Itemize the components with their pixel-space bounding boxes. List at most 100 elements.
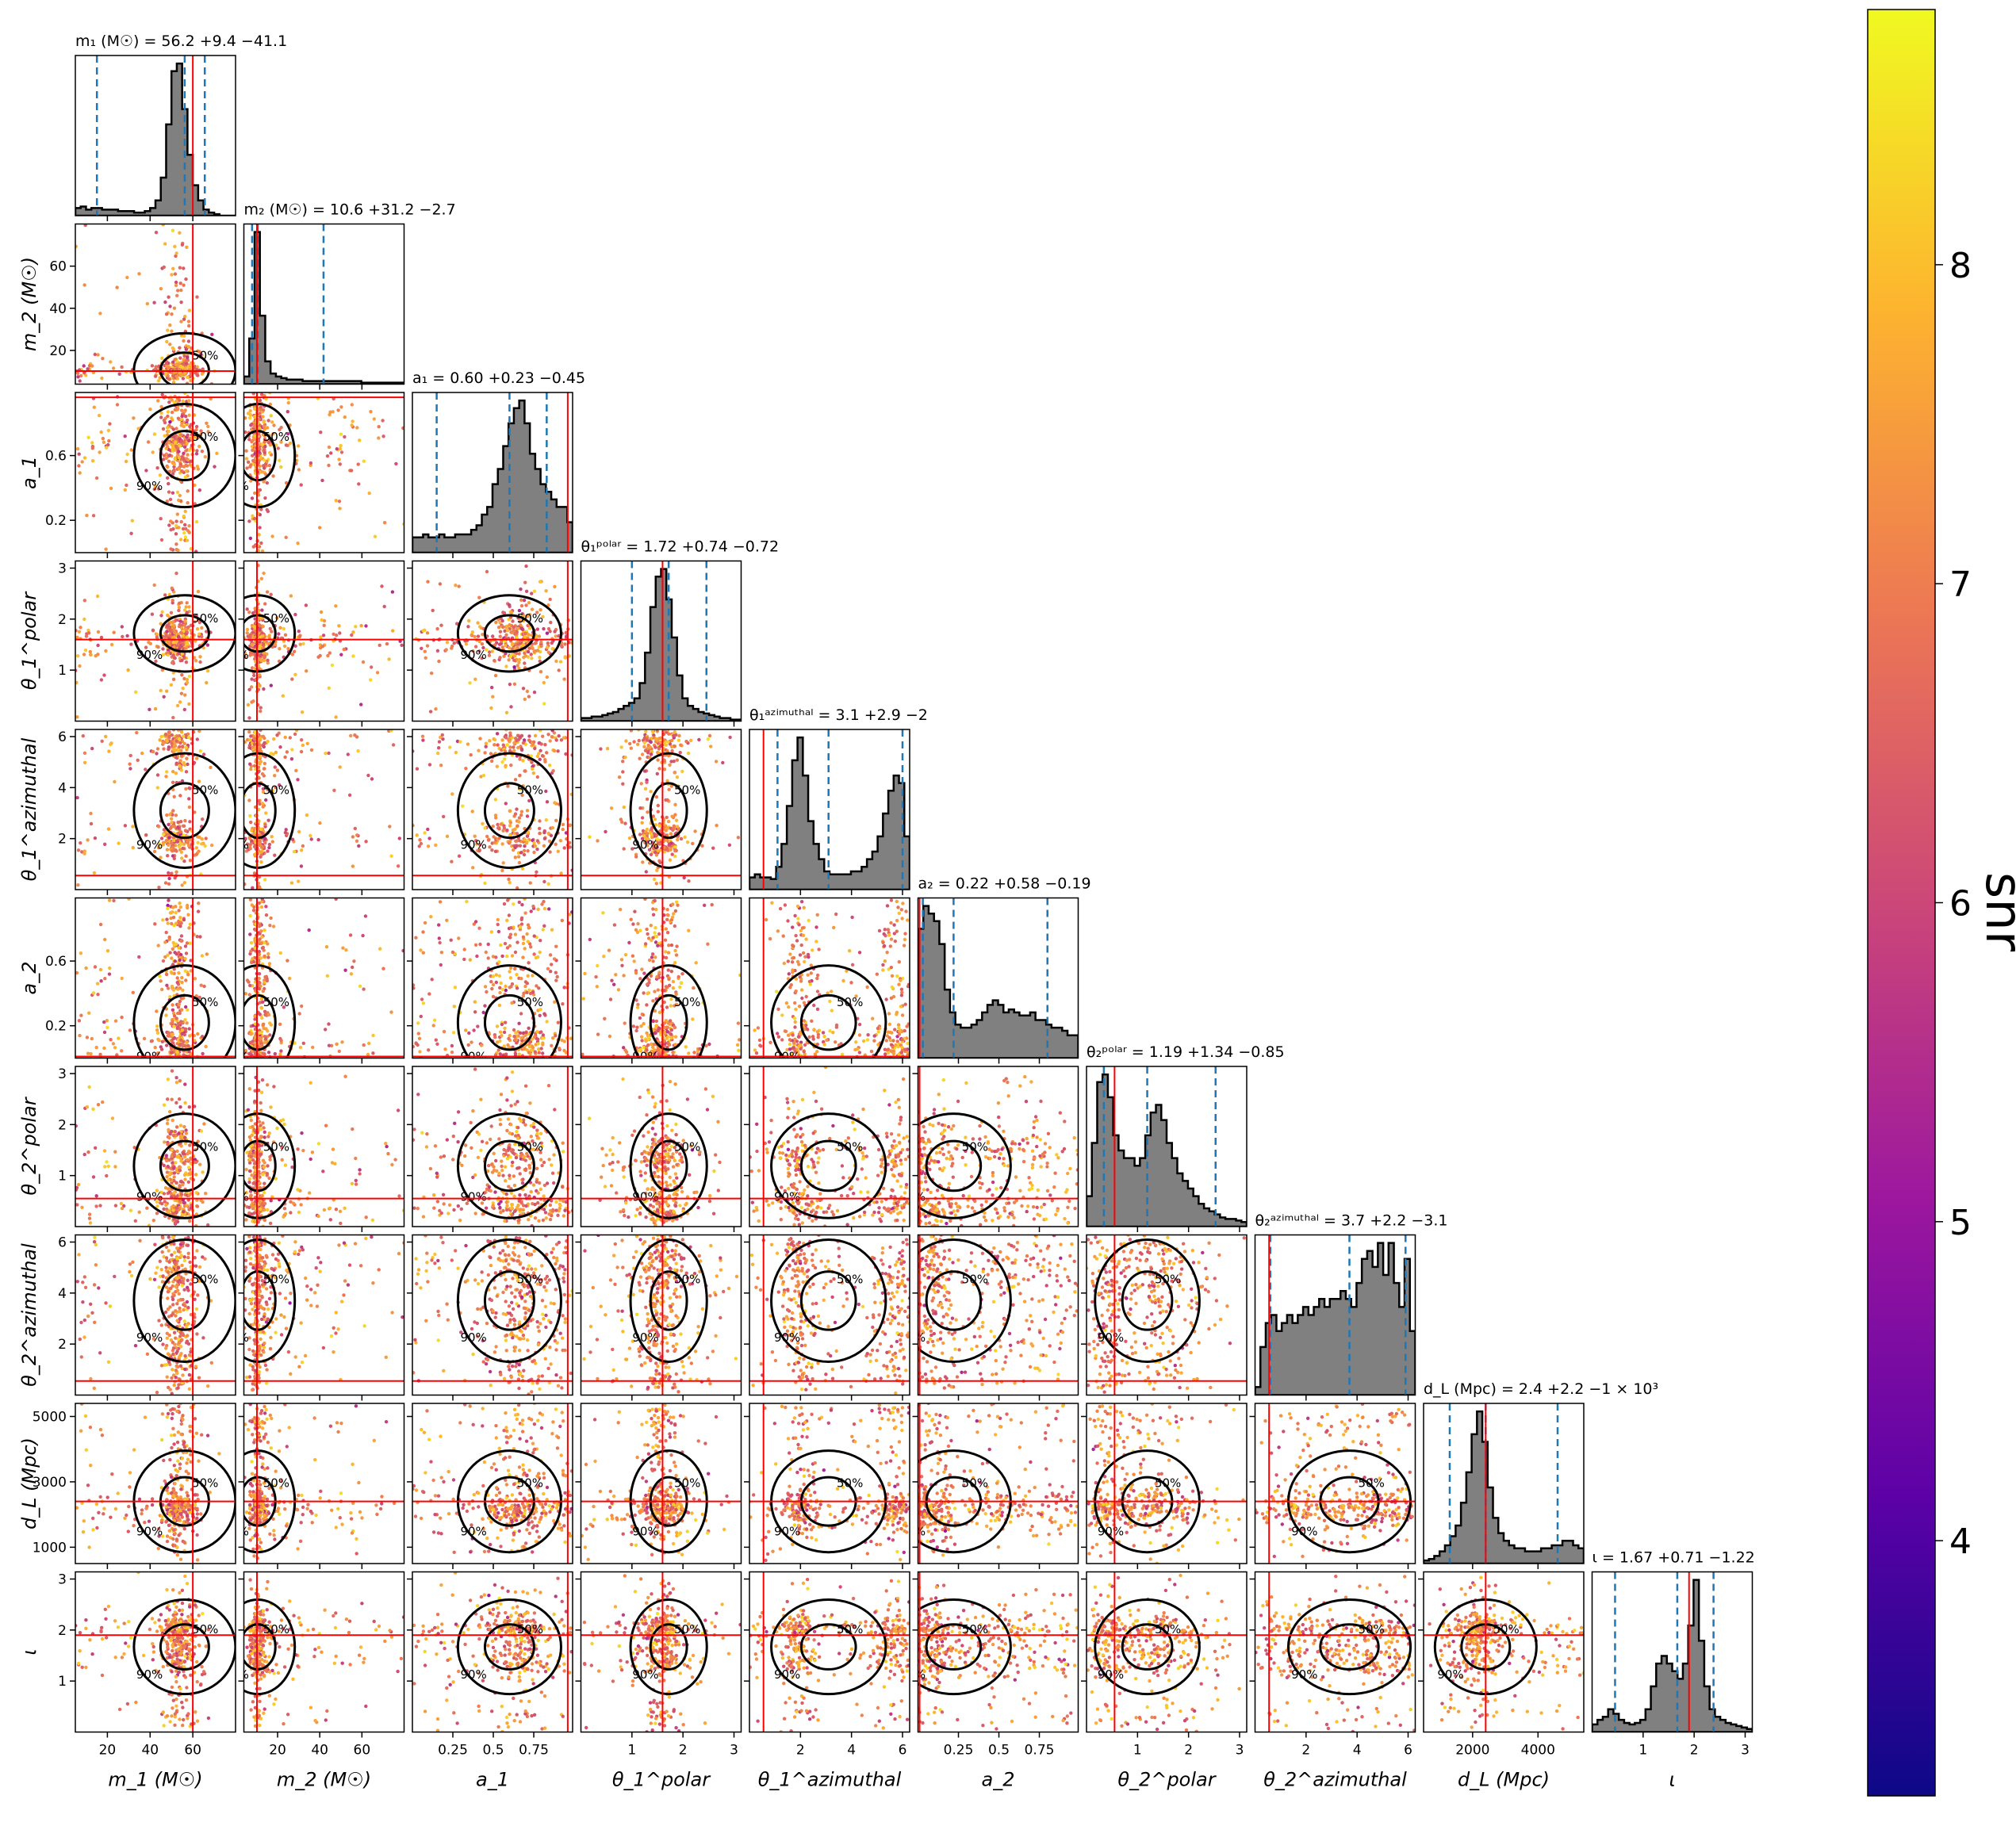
sample-point [500,868,504,873]
sample-point [301,641,305,646]
sample-point [166,465,170,469]
sample-point [257,755,261,760]
sample-point [158,473,163,477]
sample-point [124,459,128,464]
sample-point [179,820,183,824]
sample-point [689,738,693,743]
sample-point [172,623,176,627]
sample-point [79,951,83,955]
sample-point [286,410,289,414]
sample-point [171,849,174,853]
sample-point [172,1024,176,1028]
sample-point [176,820,180,825]
sample-point [658,860,662,865]
sample-point [173,457,178,461]
sample-point [481,773,486,778]
sample-point [297,630,301,634]
sample-point [650,729,654,733]
sample-point [86,838,90,842]
sample-point [371,1051,375,1055]
sample-point [526,649,531,654]
sample-point [562,986,566,990]
sample-point [258,624,263,628]
sample-point [167,523,171,527]
sample-point [557,668,561,672]
sample-point [485,834,489,839]
sample-point [519,922,524,926]
sample-point [151,749,155,754]
hist-title: θ₁ᵃᶻⁱᵐᵘᵗʰᵃˡ = 3.1 +2.9 −2 [749,706,928,724]
sample-point [274,443,278,447]
sample-point [170,741,174,746]
sample-point [673,854,677,859]
sample-point [426,580,430,584]
sample-point [75,970,79,975]
sample-point [351,630,355,634]
sample-point [148,408,152,412]
contour-90 [629,752,708,869]
sample-point [673,848,677,853]
sample-point [486,838,491,842]
sample-point [553,1000,557,1005]
scatter-panel-m1-a2: 50%90%0.20.6a_2 [18,897,236,1064]
sample-point [535,847,539,852]
contour-label-50: 50% [192,611,218,626]
sample-point [711,846,715,850]
sample-point [263,496,267,500]
sample-point [632,740,636,744]
sample-point [339,450,344,454]
sample-point [700,844,704,848]
sample-point [159,415,163,419]
sample-point [296,542,300,546]
sample-point [249,767,253,771]
sample-point [159,517,163,521]
sample-point [496,822,500,827]
sample-point [248,898,253,902]
sample-point [187,308,192,312]
sample-point [511,1045,515,1050]
contour-90 [456,752,562,869]
sample-point [650,844,655,848]
sample-point [248,409,252,413]
sample-point [166,410,171,414]
contour-label-50: 50% [192,783,218,798]
sample-point [253,610,257,614]
sample-point [157,842,162,846]
sample-point [492,835,496,839]
sample-point [174,542,178,546]
sample-point [646,844,650,848]
sample-point [258,1031,262,1035]
sample-point [465,899,469,904]
sample-point [508,936,512,940]
sample-point [301,743,305,748]
sample-point [251,745,255,749]
sample-point [159,856,163,859]
sample-point [509,705,513,709]
sample-point [472,1028,476,1032]
sample-point [646,832,650,836]
sample-point [490,759,494,764]
sample-point [518,757,522,761]
sample-point [248,847,252,851]
sample-point [179,320,183,323]
sample-point [307,928,311,932]
sample-point [79,1013,83,1017]
sample-point [484,950,488,955]
sample-point [263,841,267,845]
sample-point [278,626,282,630]
sample-point [168,629,172,633]
scatter-panel-a1-theta1a: 50%90% [407,729,573,895]
sample-point [261,790,266,794]
sample-point [263,1009,267,1014]
sample-point [529,653,533,657]
sample-point [186,355,190,359]
panel-frame [749,729,910,890]
sample-point [264,798,268,802]
sample-point [338,446,343,451]
sample-point [137,272,141,276]
contour-label-90: 90% [136,648,163,662]
sample-point [168,323,172,327]
sample-point [491,695,495,699]
sample-point [170,442,174,447]
sample-point [326,653,330,658]
